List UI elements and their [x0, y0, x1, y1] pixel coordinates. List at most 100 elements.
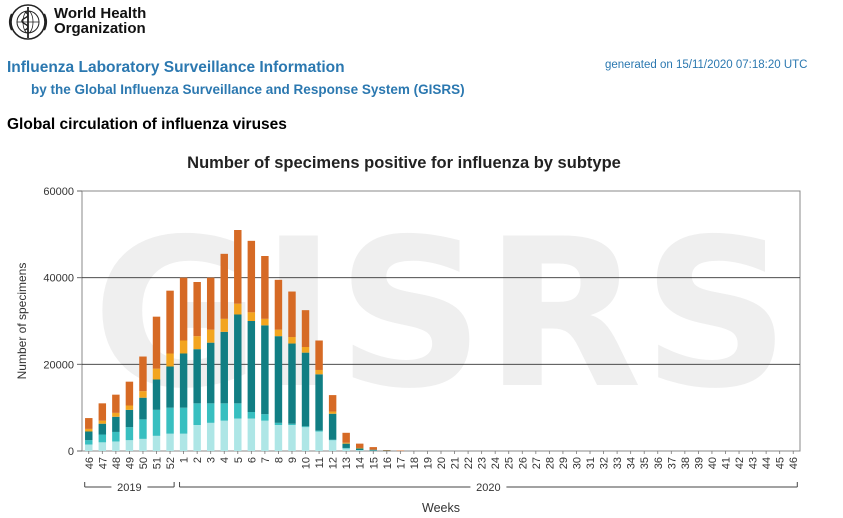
x-tick-label: 13: [341, 457, 353, 469]
year-label: 2020: [476, 482, 500, 494]
page-subtitle: by the Global Influenza Surveillance and…: [31, 82, 465, 97]
bar-segment: [112, 412, 120, 417]
y-tick-label: 20000: [43, 359, 74, 371]
x-tick-label: 42: [734, 457, 746, 469]
bar-segment: [355, 450, 364, 451]
bar-segment: [274, 279, 283, 330]
x-tick-label: 35: [639, 457, 651, 469]
bar-segment: [125, 381, 134, 406]
bar-segment: [85, 444, 93, 451]
x-tick-label: 48: [111, 457, 123, 469]
bar-segment: [152, 379, 161, 410]
x-tick-label: 45: [775, 457, 787, 469]
x-tick-label: 37: [666, 457, 678, 469]
bar-segment: [85, 428, 93, 432]
bar-segment: [234, 314, 242, 404]
bar-segment: [166, 290, 174, 354]
x-tick-label: 19: [422, 457, 434, 469]
y-tick-label: 0: [68, 446, 74, 458]
bar-segment: [98, 423, 107, 435]
x-tick-label: 31: [585, 457, 597, 469]
bar-segment: [247, 240, 256, 313]
x-tick-label: 18: [409, 457, 421, 469]
x-tick-label: 39: [693, 457, 705, 469]
bar-segment: [152, 435, 161, 451]
x-tick-label: 3: [206, 457, 218, 463]
x-tick-label: 22: [463, 457, 475, 469]
bar-segment: [234, 230, 242, 304]
bar-segment: [247, 321, 256, 412]
bar-segment: [206, 342, 215, 404]
x-tick-label: 16: [382, 457, 394, 469]
bar-segment: [383, 450, 391, 451]
bar-segment: [234, 403, 242, 419]
bar-segment: [315, 431, 323, 451]
x-tick-label: 38: [680, 457, 692, 469]
bar-segment: [206, 403, 215, 423]
bar-segment: [301, 427, 310, 451]
bar-segment: [193, 336, 201, 350]
x-tick-label: 43: [748, 457, 760, 469]
x-tick-label: 10: [301, 457, 313, 469]
bar-segment: [261, 256, 269, 319]
x-tick-label: 33: [612, 457, 624, 469]
bar-segment: [328, 411, 337, 414]
x-tick-label: 1: [179, 457, 191, 463]
bar-segment: [139, 419, 147, 439]
bar-segment: [315, 430, 323, 432]
bar-segment: [342, 432, 350, 443]
x-tick-label: 41: [720, 457, 732, 469]
bar-segment: [193, 349, 201, 404]
y-axis-label: Number of specimens: [15, 263, 29, 380]
bar-segment: [166, 407, 174, 434]
generated-timestamp: generated on 15/11/2020 07:18:20 UTC: [605, 59, 808, 71]
x-tick-label: 46: [788, 457, 800, 469]
who-wordmark-line1: World Health: [54, 5, 147, 22]
bar-segment: [396, 450, 405, 452]
bar-segment: [355, 448, 364, 451]
bar-segment: [328, 395, 337, 412]
bar-segment: [315, 369, 323, 375]
x-tick-label: 21: [450, 457, 462, 469]
bar-segment: [179, 353, 188, 408]
bar-segment: [342, 442, 350, 444]
bar-segment: [220, 331, 228, 404]
x-tick-label: 29: [558, 457, 570, 469]
x-tick-label: 47: [97, 457, 109, 469]
bar-segment: [261, 325, 269, 415]
x-tick-label: 5: [233, 457, 245, 463]
bar-segment: [98, 403, 107, 421]
bar-segment: [247, 412, 256, 419]
bar-segment: [166, 433, 174, 451]
bar-segment: [139, 397, 147, 420]
bar-segment: [125, 427, 134, 441]
bar-segment: [261, 414, 269, 421]
bar-segment: [206, 329, 215, 343]
x-tick-label: 7: [260, 457, 272, 463]
x-tick-label: 23: [477, 457, 489, 469]
x-tick-label: 6: [246, 457, 258, 463]
bar-segment: [98, 434, 107, 443]
bar-segment: [98, 442, 107, 451]
bar-segment: [274, 329, 283, 337]
x-tick-label: 32: [599, 457, 611, 469]
x-axis-label: Weeks: [422, 501, 460, 515]
bar-segment: [288, 337, 296, 344]
bar-segment: [328, 440, 337, 451]
bar-segment: [220, 420, 228, 451]
bar-segment: [261, 420, 269, 451]
x-tick-label: 17: [395, 457, 407, 469]
bar-segment: [234, 303, 242, 315]
bar-segment: [193, 403, 201, 425]
bar-segment: [112, 394, 120, 413]
bar-segment: [383, 450, 391, 452]
bar-segment: [288, 343, 296, 424]
bar-segment: [85, 418, 93, 429]
chart-title: Number of specimens positive for influen…: [187, 154, 621, 172]
bar-segment: [220, 253, 228, 319]
bar-segment: [125, 405, 134, 410]
bar-segment: [234, 418, 242, 451]
bar-segment: [152, 409, 161, 436]
section-title: Global circulation of influenza viruses: [7, 116, 287, 133]
bar-segment: [369, 447, 377, 450]
